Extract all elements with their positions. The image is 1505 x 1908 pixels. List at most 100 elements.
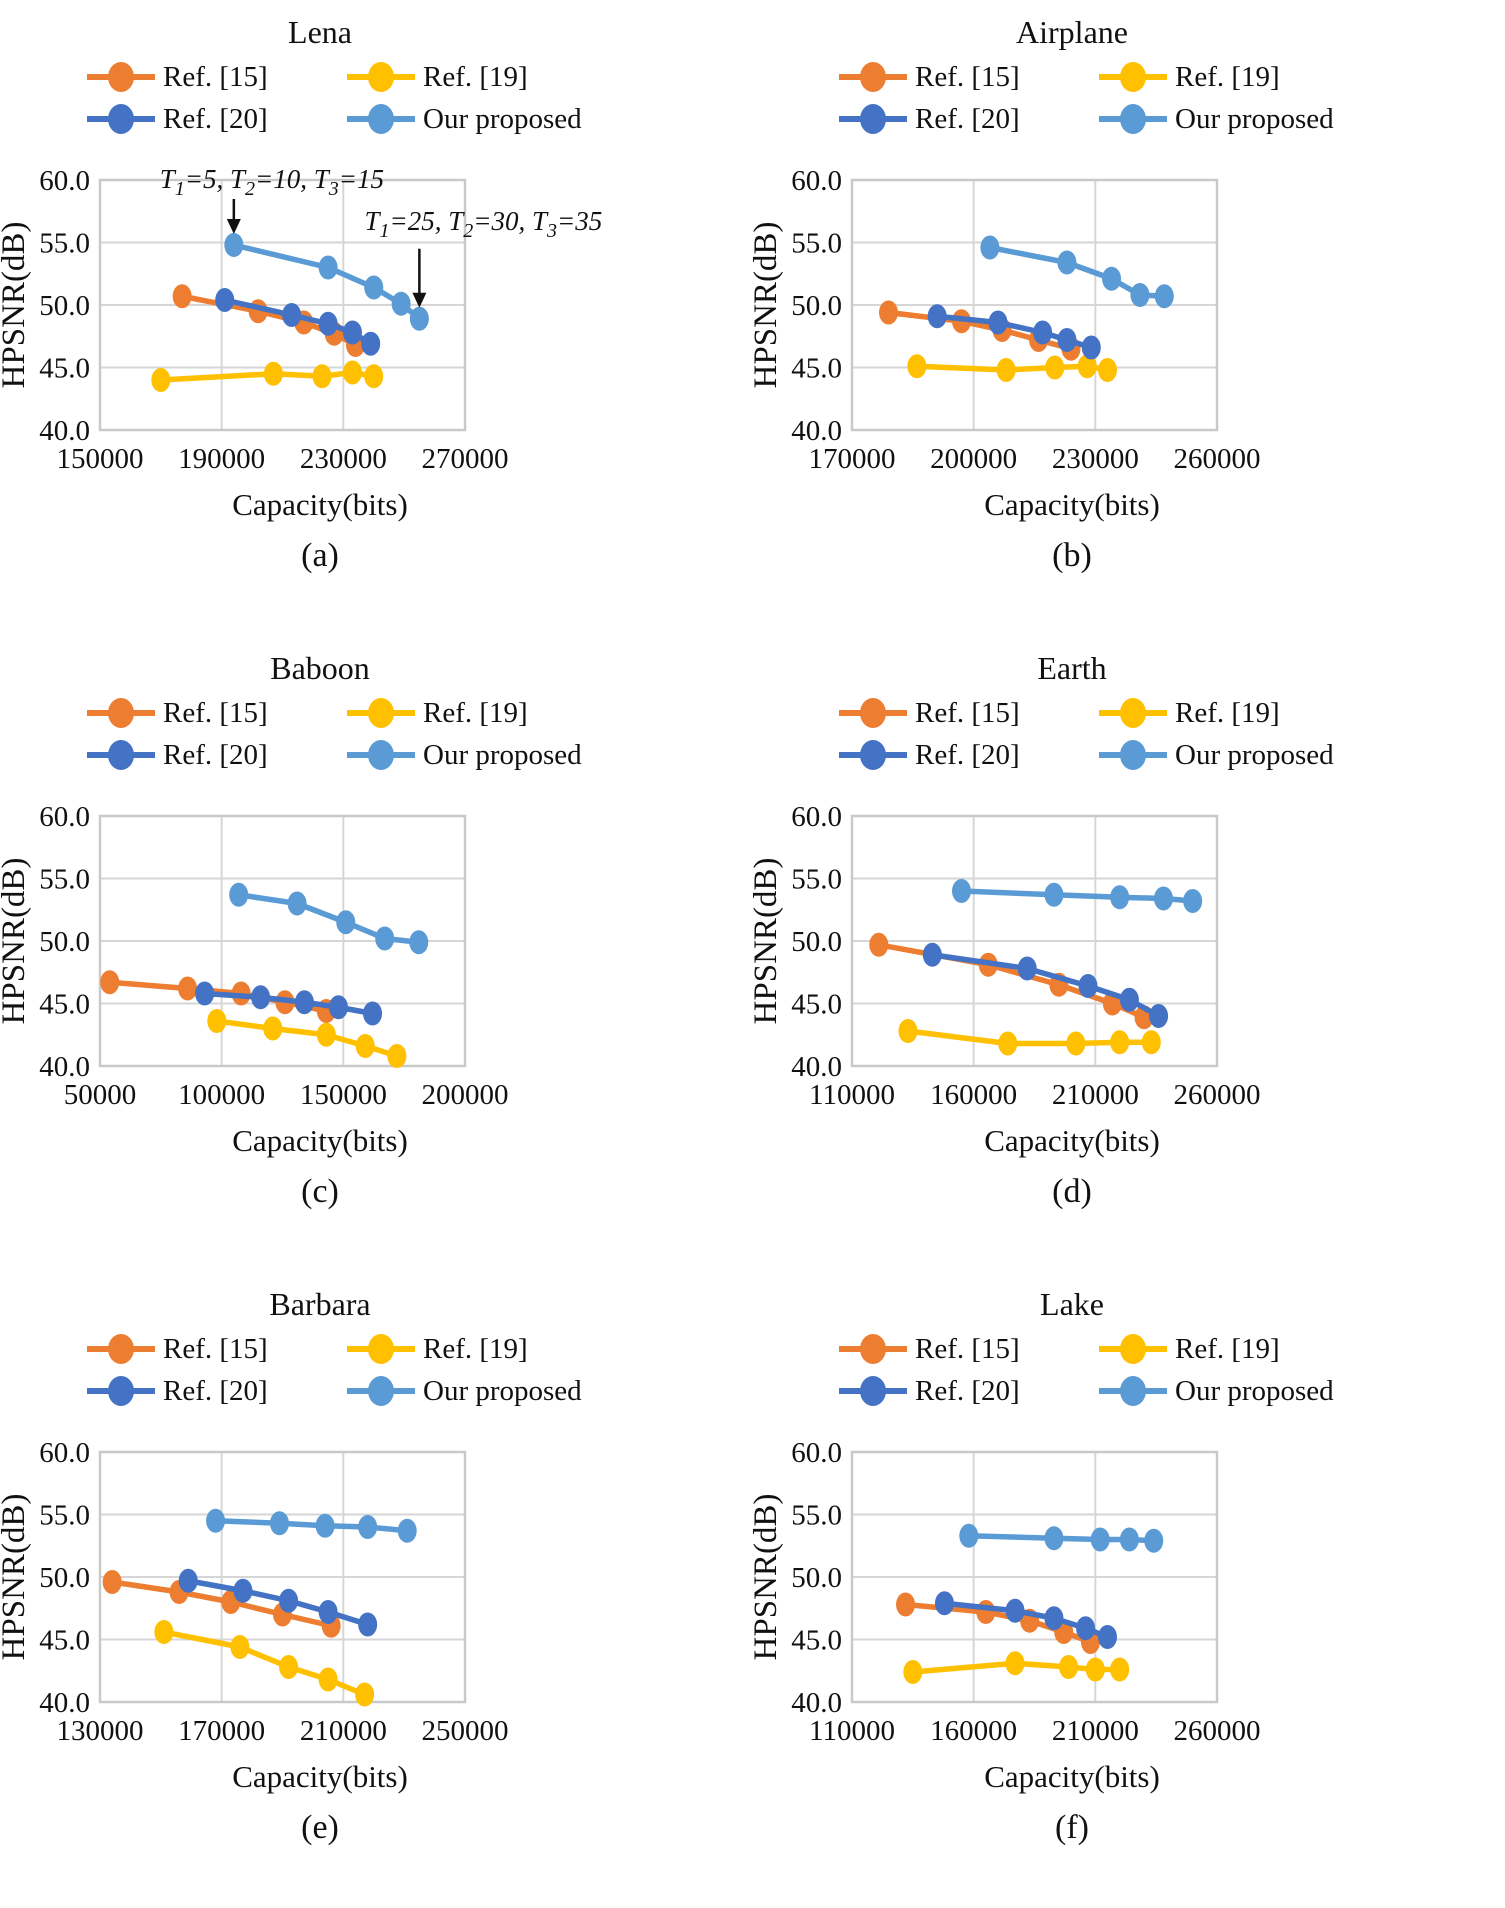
chart-cell-airplane: Airplane Ref. [15] Ref. [19] Ref. [20]: [752, 0, 1505, 636]
legend-row: Ref. [15] Ref. [19]: [792, 56, 1392, 98]
legend-line-marker-icon: [839, 698, 907, 728]
legend-item-ref20: Ref. [20]: [85, 738, 315, 772]
legend: Ref. [15] Ref. [19] Ref. [20] Our propos…: [40, 692, 640, 776]
chart-title: Baboon: [270, 650, 370, 686]
legend-line-marker-icon: [839, 1334, 907, 1364]
legend-label: Ref. [20]: [915, 738, 1020, 771]
svg-text:190000: 190000: [178, 443, 265, 475]
legend-line-marker-icon: [1099, 104, 1167, 134]
legend-item-ref19: Ref. [19]: [1097, 60, 1347, 94]
legend-line-marker-icon: [347, 1334, 415, 1364]
legend-line-marker-icon: [1099, 62, 1167, 92]
legend-line-marker-icon: [839, 62, 907, 92]
chart-title: Lake: [1040, 1286, 1104, 1322]
legend-label: Our proposed: [423, 1374, 582, 1407]
legend: Ref. [15] Ref. [19] Ref. [20] Our propos…: [40, 1328, 640, 1412]
legend-line-marker-icon: [347, 62, 415, 92]
svg-text:160000: 160000: [930, 1079, 1017, 1111]
chart-title: Lena: [288, 14, 352, 50]
legend-item-proposed: Our proposed: [345, 1374, 595, 1408]
legend: Ref. [15] Ref. [19] Ref. [20] Our propos…: [792, 1328, 1392, 1412]
legend-label: Ref. [15]: [163, 60, 268, 93]
svg-text:200000: 200000: [930, 443, 1017, 475]
subfigure-caption: (b): [1052, 537, 1092, 574]
legend-label: Ref. [19]: [1175, 696, 1280, 729]
legend-label: Ref. [15]: [915, 1332, 1020, 1365]
legend-line-marker-icon: [839, 1376, 907, 1406]
legend-label: Our proposed: [1175, 1374, 1334, 1407]
svg-text:210000: 210000: [300, 1715, 387, 1747]
legend-item-ref20: Ref. [20]: [85, 1374, 315, 1408]
plot-area: 40.0 45.0 50.0 55.0 60.0 170000 200000 230000 26…: [752, 165, 1261, 475]
svg-text:110000: 110000: [809, 1079, 895, 1111]
svg-text:55.0: 55.0: [791, 228, 842, 260]
plot-area: 40.0 45.0 50.0 55.0 60.0 130000 170000 210000 25…: [0, 1437, 509, 1747]
svg-text:HPSNR(dB): HPSNR(dB): [752, 222, 784, 389]
svg-text:230000: 230000: [300, 443, 387, 475]
legend-item-ref19: Ref. [19]: [345, 60, 595, 94]
svg-text:55.0: 55.0: [39, 228, 90, 260]
svg-text:40.0: 40.0: [791, 1051, 842, 1083]
legend: Ref. [15] Ref. [19] Ref. [20] Our propos…: [792, 56, 1392, 140]
svg-text:55.0: 55.0: [791, 864, 842, 896]
legend-item-ref20: Ref. [20]: [85, 102, 315, 136]
legend-item-ref15: Ref. [15]: [85, 696, 315, 730]
svg-text:55.0: 55.0: [39, 864, 90, 896]
legend-line-marker-icon: [347, 104, 415, 134]
legend-line-marker-icon: [1099, 740, 1167, 770]
legend-item-ref15: Ref. [15]: [85, 60, 315, 94]
svg-text:HPSNR(dB): HPSNR(dB): [0, 222, 32, 389]
legend-row: Ref. [15] Ref. [19]: [792, 1328, 1392, 1370]
legend-label: Our proposed: [423, 102, 582, 135]
plot-area: 40.0 45.0 50.0 55.0 60.0 110000 160000 210000 26…: [752, 1437, 1261, 1747]
svg-text:60.0: 60.0: [39, 165, 90, 197]
legend-label: Ref. [19]: [1175, 1332, 1280, 1365]
svg-text:45.0: 45.0: [791, 989, 842, 1021]
legend-row: Ref. [20] Our proposed: [792, 734, 1392, 776]
subfigure-caption: (e): [301, 1809, 339, 1846]
legend-line-marker-icon: [347, 1376, 415, 1406]
svg-text:55.0: 55.0: [791, 1500, 842, 1532]
legend-line-marker-icon: [347, 698, 415, 728]
legend-row: Ref. [15] Ref. [19]: [40, 56, 640, 98]
svg-text:50.0: 50.0: [791, 1562, 842, 1594]
legend-label: Ref. [20]: [915, 102, 1020, 135]
svg-text:150000: 150000: [300, 1079, 387, 1111]
legend-item-proposed: Our proposed: [1097, 102, 1347, 136]
legend-item-ref20: Ref. [20]: [837, 738, 1067, 772]
legend-line-marker-icon: [1099, 698, 1167, 728]
legend-label: Ref. [20]: [163, 1374, 268, 1407]
svg-text:160000: 160000: [930, 1715, 1017, 1747]
legend-label: Ref. [20]: [163, 738, 268, 771]
legend-item-ref15: Ref. [15]: [837, 60, 1067, 94]
legend-row: Ref. [20] Our proposed: [40, 734, 640, 776]
svg-text:110000: 110000: [809, 1715, 895, 1747]
legend: Ref. [15] Ref. [19] Ref. [20] Our propos…: [40, 56, 640, 140]
legend-item-ref20: Ref. [20]: [837, 1374, 1067, 1408]
legend-row: Ref. [20] Our proposed: [40, 1370, 640, 1412]
legend-label: Ref. [19]: [423, 60, 528, 93]
x-axis-title: Capacity(bits): [232, 487, 408, 522]
legend-line-marker-icon: [87, 1334, 155, 1364]
legend-item-ref19: Ref. [19]: [345, 696, 595, 730]
legend-row: Ref. [15] Ref. [19]: [40, 1328, 640, 1370]
subfigure-caption: (f): [1055, 1809, 1089, 1846]
svg-text:40.0: 40.0: [39, 415, 90, 447]
legend-label: Ref. [15]: [915, 60, 1020, 93]
svg-text:50000: 50000: [64, 1079, 137, 1111]
svg-text:210000: 210000: [1052, 1715, 1139, 1747]
legend-item-ref19: Ref. [19]: [1097, 696, 1347, 730]
svg-text:40.0: 40.0: [39, 1687, 90, 1719]
legend-item-proposed: Our proposed: [345, 102, 595, 136]
legend-item-proposed: Our proposed: [345, 738, 595, 772]
svg-text:50.0: 50.0: [791, 290, 842, 322]
svg-text:210000: 210000: [1052, 1079, 1139, 1111]
svg-text:50.0: 50.0: [39, 1562, 90, 1594]
legend-label: Ref. [19]: [1175, 60, 1280, 93]
svg-text:260000: 260000: [1174, 1715, 1261, 1747]
svg-text:50.0: 50.0: [39, 926, 90, 958]
plot-area: 40.0 45.0 50.0 55.0 60.0 110000 160000 210000 26…: [752, 801, 1261, 1111]
legend-row: Ref. [20] Our proposed: [792, 98, 1392, 140]
svg-text:260000: 260000: [1174, 1079, 1261, 1111]
